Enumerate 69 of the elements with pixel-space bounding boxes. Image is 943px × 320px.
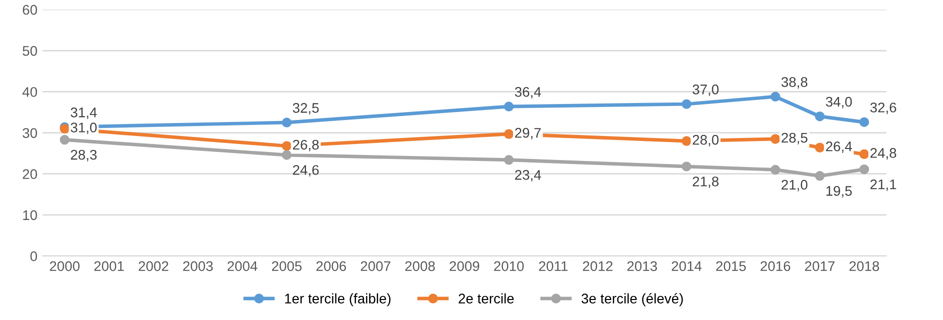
y-tick-label: 40: [22, 87, 38, 97]
y-tick-label: 10: [23, 210, 38, 220]
x-tick-label: 2011: [539, 261, 568, 272]
y-tick-label: 20: [22, 169, 38, 180]
x-tick-label: 2012: [582, 261, 612, 272]
data-label: 38,8: [781, 77, 808, 89]
x-tick-label: 2008: [405, 261, 435, 272]
y-tick-label: 50: [22, 46, 38, 56]
x-tick-label: 2015: [716, 261, 746, 272]
y-tick-label: 30: [22, 128, 38, 138]
x-tick-label: 2000: [50, 261, 80, 272]
data-label: 31,0: [70, 122, 97, 134]
data-label: 26,8: [293, 140, 319, 152]
data-label: 24,6: [293, 165, 319, 177]
point: [60, 134, 70, 145]
point: [814, 112, 825, 122]
x-tick-label: 2017: [805, 261, 835, 272]
legend-label: 2e tercile: [458, 293, 514, 304]
x-tick-label: 2006: [316, 261, 346, 272]
x-tick-label: 2002: [138, 261, 168, 272]
x-tick-label: 2007: [360, 261, 390, 272]
point: [814, 171, 825, 181]
point: [504, 155, 514, 165]
point: [682, 99, 692, 109]
data-label: 23,4: [515, 170, 542, 182]
point: [859, 149, 870, 160]
legend-label: 3e tercile (élevé): [582, 293, 683, 306]
data-label: 28,5: [782, 132, 808, 144]
data-label: 21,1: [870, 179, 896, 191]
data-label: 21,8: [692, 176, 719, 188]
point: [814, 142, 825, 152]
data-label: 26,4: [826, 141, 852, 153]
data-label: 31,4: [70, 108, 97, 119]
point: [770, 134, 780, 144]
x-tick-label: 2003: [183, 261, 213, 272]
data-label: 28,3: [70, 150, 97, 162]
point: [770, 164, 780, 175]
y-tick-label: 60: [22, 4, 38, 15]
y-tick-label: 0: [30, 251, 38, 262]
x-tick-label: 2010: [494, 261, 524, 272]
data-label: 37,0: [692, 84, 719, 96]
point: [770, 92, 780, 102]
data-label: 24,8: [870, 148, 896, 160]
point: [682, 136, 692, 146]
point: [504, 102, 514, 112]
point: [682, 162, 692, 172]
data-label: 21,0: [782, 180, 808, 192]
x-tick-label: 2016: [760, 261, 790, 272]
x-tick-label: 2005: [272, 261, 302, 272]
data-label: 32,5: [292, 103, 319, 114]
point: [859, 164, 870, 174]
data-label: 19,5: [826, 186, 852, 198]
legend-label: 1er tercile (faible): [285, 293, 390, 306]
x-tick-label: 2018: [849, 261, 880, 272]
data-label: 29,7: [515, 128, 541, 140]
data-label: 34,0: [826, 96, 852, 108]
data-label: 32,6: [870, 102, 896, 114]
point: [282, 118, 292, 128]
point: [504, 129, 514, 139]
point: [282, 141, 292, 151]
data-label: 28,0: [692, 134, 719, 146]
x-tick-label: 2009: [450, 261, 480, 272]
data-label: 36,4: [514, 86, 542, 98]
x-tick-label: 2004: [228, 261, 258, 272]
x-tick-label: 2014: [672, 261, 702, 272]
point: [859, 117, 870, 127]
x-tick-label: 2013: [627, 261, 657, 272]
point: [282, 150, 292, 160]
x-tick-label: 2001: [94, 261, 124, 272]
